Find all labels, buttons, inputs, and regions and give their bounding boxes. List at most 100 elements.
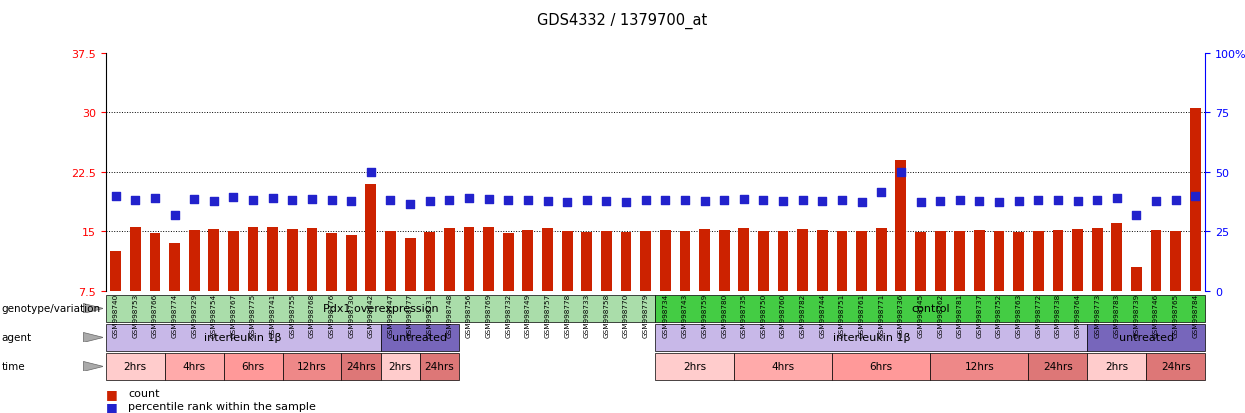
Bar bbox=[621, 233, 631, 291]
Text: untreated: untreated bbox=[1119, 332, 1174, 343]
Point bbox=[361, 169, 381, 176]
Text: GSM998773: GSM998773 bbox=[1094, 293, 1101, 337]
Bar bbox=[758, 231, 769, 291]
Point bbox=[655, 197, 675, 204]
Bar bbox=[425, 233, 436, 291]
Text: GSM998732: GSM998732 bbox=[505, 293, 512, 337]
Point bbox=[538, 198, 558, 205]
Point bbox=[144, 195, 164, 202]
Point bbox=[596, 198, 616, 205]
Point bbox=[1185, 193, 1205, 199]
Bar bbox=[1170, 231, 1182, 291]
Text: GSM998767: GSM998767 bbox=[230, 293, 237, 337]
Bar bbox=[738, 229, 749, 291]
Text: 4hrs: 4hrs bbox=[772, 361, 794, 372]
Point bbox=[1028, 197, 1048, 204]
Bar bbox=[994, 232, 1005, 291]
Text: GSM998736: GSM998736 bbox=[898, 293, 904, 337]
Bar bbox=[111, 252, 121, 291]
Bar bbox=[169, 244, 181, 291]
Bar bbox=[248, 227, 259, 291]
Point bbox=[126, 197, 146, 204]
Point bbox=[950, 198, 970, 204]
Text: GSM998766: GSM998766 bbox=[152, 293, 158, 337]
Text: GDS4332 / 1379700_at: GDS4332 / 1379700_at bbox=[538, 12, 707, 28]
Bar bbox=[129, 228, 141, 291]
Point bbox=[223, 195, 243, 201]
Text: ■: ■ bbox=[106, 400, 117, 413]
Point bbox=[852, 199, 871, 206]
Text: GSM998740: GSM998740 bbox=[112, 293, 118, 337]
Text: 2hrs: 2hrs bbox=[684, 361, 706, 372]
Bar bbox=[228, 231, 239, 291]
Point bbox=[733, 196, 753, 203]
Text: GSM998738: GSM998738 bbox=[1055, 293, 1061, 337]
Text: 6hrs: 6hrs bbox=[242, 361, 265, 372]
Bar bbox=[463, 227, 474, 291]
Bar bbox=[561, 231, 573, 291]
Text: GSM998768: GSM998768 bbox=[309, 293, 315, 337]
Polygon shape bbox=[83, 333, 103, 343]
Bar bbox=[797, 230, 808, 291]
Bar bbox=[935, 232, 945, 291]
Text: GSM998729: GSM998729 bbox=[192, 293, 197, 337]
Bar bbox=[817, 230, 828, 291]
Bar bbox=[326, 233, 337, 291]
Bar bbox=[149, 233, 161, 291]
Text: GSM998741: GSM998741 bbox=[270, 293, 275, 337]
Point bbox=[478, 196, 498, 203]
Point bbox=[1087, 198, 1107, 204]
Text: GSM998755: GSM998755 bbox=[289, 293, 295, 337]
Text: GSM998749: GSM998749 bbox=[525, 293, 530, 337]
Text: GSM998760: GSM998760 bbox=[781, 293, 786, 337]
Point bbox=[675, 198, 695, 204]
Text: GSM998757: GSM998757 bbox=[544, 293, 550, 337]
Bar bbox=[542, 229, 553, 291]
Text: GSM998734: GSM998734 bbox=[662, 293, 669, 337]
Point bbox=[164, 213, 184, 219]
Bar bbox=[286, 230, 298, 291]
Text: GSM998765: GSM998765 bbox=[1173, 293, 1179, 337]
Text: GSM998750: GSM998750 bbox=[761, 293, 767, 337]
Point bbox=[439, 197, 459, 204]
Text: GSM998735: GSM998735 bbox=[741, 293, 747, 337]
Point bbox=[636, 198, 656, 204]
Bar bbox=[208, 230, 219, 291]
Point bbox=[891, 169, 911, 176]
Text: interleukin 1β: interleukin 1β bbox=[833, 332, 910, 343]
Text: interleukin 1β: interleukin 1β bbox=[204, 332, 281, 343]
Bar bbox=[857, 232, 867, 291]
Polygon shape bbox=[83, 304, 103, 314]
Text: GSM998733: GSM998733 bbox=[584, 293, 590, 337]
Point bbox=[243, 197, 263, 204]
Point bbox=[341, 198, 361, 205]
Point bbox=[518, 197, 538, 204]
Text: GSM998756: GSM998756 bbox=[466, 293, 472, 337]
Text: 2hrs: 2hrs bbox=[388, 361, 412, 372]
Text: GSM998752: GSM998752 bbox=[996, 293, 1002, 337]
Bar bbox=[1150, 230, 1162, 291]
Text: GSM998775: GSM998775 bbox=[250, 293, 256, 337]
Point bbox=[715, 197, 735, 204]
Bar bbox=[837, 231, 848, 291]
Bar bbox=[915, 233, 926, 291]
Bar bbox=[718, 230, 730, 291]
Text: ■: ■ bbox=[106, 387, 117, 400]
Bar bbox=[581, 233, 593, 291]
Text: GSM998748: GSM998748 bbox=[447, 293, 452, 337]
Bar bbox=[895, 161, 906, 291]
Text: 24hrs: 24hrs bbox=[346, 361, 376, 372]
Point bbox=[459, 195, 479, 202]
Bar bbox=[875, 229, 886, 291]
Bar bbox=[955, 231, 965, 291]
Point bbox=[813, 198, 833, 205]
Bar bbox=[346, 236, 356, 291]
Bar bbox=[385, 231, 396, 291]
Text: GSM998758: GSM998758 bbox=[604, 293, 609, 337]
Point bbox=[498, 198, 518, 204]
Point bbox=[400, 201, 420, 207]
Text: GSM998753: GSM998753 bbox=[132, 293, 138, 337]
Bar bbox=[700, 230, 710, 291]
Point bbox=[753, 198, 773, 204]
Text: GSM998784: GSM998784 bbox=[1193, 293, 1199, 337]
